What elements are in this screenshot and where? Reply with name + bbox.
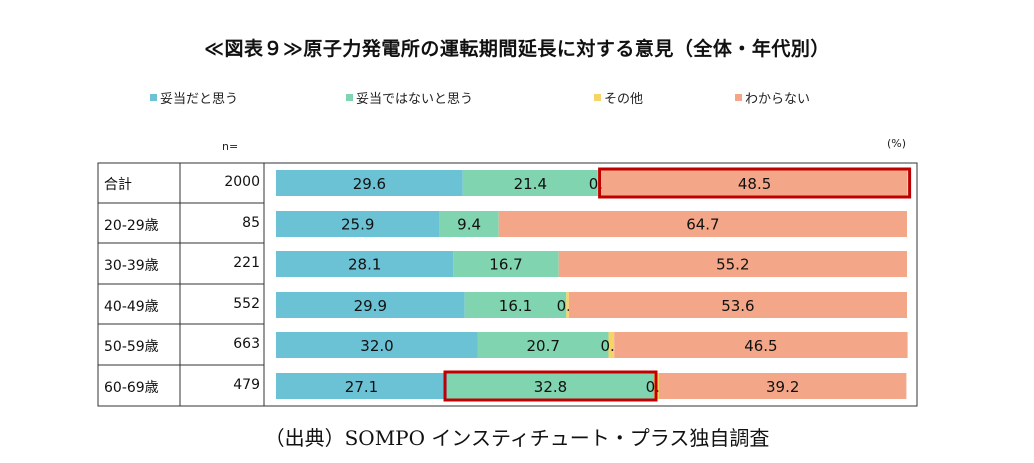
data-label: 53.6 — [721, 297, 754, 315]
data-label: 32.8 — [534, 378, 567, 396]
legend-swatch — [150, 94, 157, 101]
bar-segment — [568, 292, 907, 318]
data-label: 55.2 — [716, 256, 749, 274]
bar-segment — [566, 292, 569, 318]
highlight-box — [598, 167, 912, 199]
bar-segment — [558, 251, 907, 277]
bar-segment — [659, 373, 907, 399]
legend-item-disagree: 妥当ではないと思う — [346, 88, 473, 107]
source-note: （出典）SOMPO インスティチュート・プラス独自調査 — [264, 426, 770, 450]
highlight-box — [443, 370, 658, 402]
bar-segment — [276, 292, 465, 318]
legend-swatch — [735, 94, 742, 101]
n-value: 479 — [233, 377, 260, 393]
bar-segment — [439, 211, 499, 237]
bar-segment — [608, 332, 615, 358]
bar-segment — [276, 211, 440, 237]
n-value: 85 — [242, 215, 260, 231]
data-label: 32.0 — [360, 337, 393, 355]
chart-title: ≪図表９≫原子力発電所の運転期間延長に対する意見（全体・年代別） — [204, 38, 830, 60]
category-label: 20-29歳 — [104, 218, 159, 234]
legend-label: その他 — [604, 92, 644, 107]
bar-segment — [462, 170, 598, 196]
legend-label: 妥当ではないと思う — [356, 92, 474, 107]
data-label: 39.2 — [766, 378, 799, 396]
data-label: 21.4 — [514, 175, 547, 193]
n-value: 552 — [233, 296, 260, 312]
data-label: 48.5 — [738, 175, 771, 193]
data-label: 9.4 — [457, 216, 481, 234]
data-label: 20.7 — [526, 337, 559, 355]
data-label: 64.7 — [686, 216, 719, 234]
data-label: 25.9 — [341, 216, 374, 234]
category-label: 50-59歳 — [104, 339, 159, 355]
n-value: 221 — [233, 255, 260, 271]
bar-segment — [276, 332, 478, 358]
legend-item-dont-know: わからない — [735, 88, 810, 107]
category-label: 合計 — [104, 177, 132, 193]
bar-segment — [477, 332, 609, 358]
data-label: 16.1 — [499, 297, 532, 315]
legend-swatch — [594, 94, 601, 101]
n-value: 2000 — [224, 174, 260, 190]
data-label: 29.9 — [354, 297, 387, 315]
legend: 妥当だと思う 妥当ではないと思う その他 わからない — [150, 88, 890, 110]
bar-segment — [447, 373, 654, 399]
legend-swatch — [346, 94, 353, 101]
legend-item-agree: 妥当だと思う — [150, 88, 238, 107]
legend-label: 妥当だと思う — [160, 92, 239, 107]
bar-segment — [464, 292, 567, 318]
category-label: 30-39歳 — [104, 258, 159, 274]
bar-segment — [276, 373, 447, 399]
legend-label: わからない — [745, 92, 811, 107]
bar-segment — [453, 251, 559, 277]
n-header: n= — [222, 140, 239, 153]
bar-segment — [276, 170, 463, 196]
bar-segment — [614, 332, 908, 358]
data-label: 46.5 — [744, 337, 777, 355]
data-label: 16.7 — [489, 256, 522, 274]
bar-segment — [276, 251, 454, 277]
bar-segment — [601, 170, 908, 196]
category-label: 60-69歳 — [104, 380, 159, 396]
category-label: 40-49歳 — [104, 299, 159, 315]
legend-item-other: その他 — [594, 88, 643, 107]
data-label: 27.1 — [345, 378, 378, 396]
unit-label: (%) — [887, 137, 907, 150]
n-value: 663 — [233, 336, 260, 352]
data-label: 28.1 — [348, 256, 381, 274]
data-label: 29.6 — [353, 175, 386, 193]
bar-segment — [498, 211, 907, 237]
